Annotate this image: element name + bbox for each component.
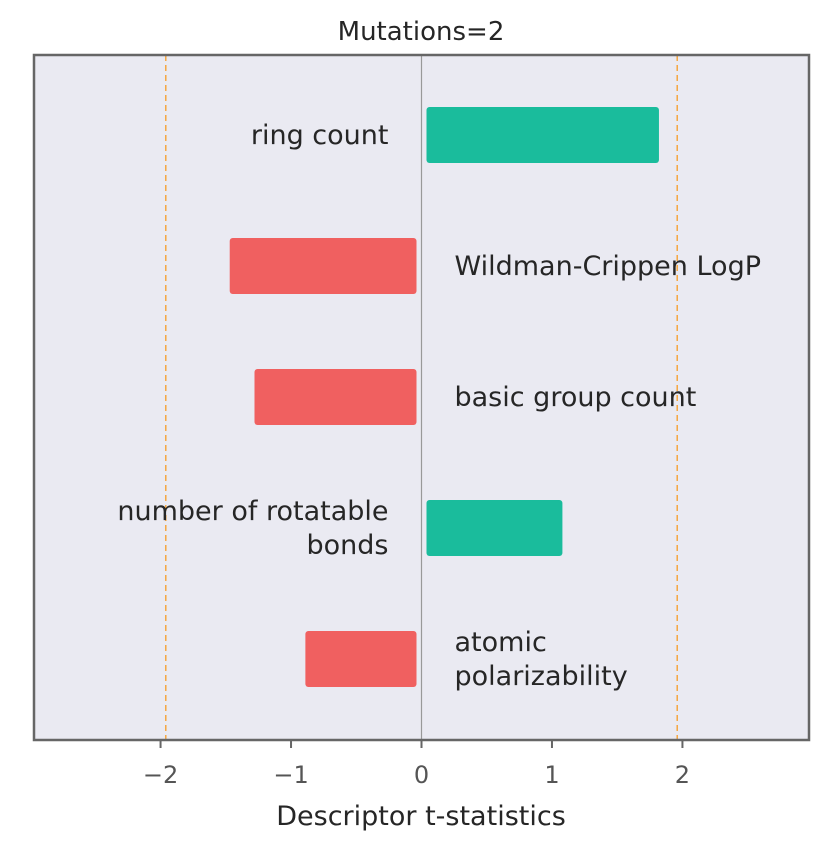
bar-label-1: Wildman-Crippen LogP — [455, 251, 762, 282]
bar-label-line: number of rotatable — [117, 496, 388, 527]
x-tick-label-3: 1 — [544, 761, 559, 789]
x-tick-label-1: −1 — [273, 761, 308, 789]
bar-label-line: ring count — [251, 120, 389, 151]
x-axis-ticks: −2 −1 0 1 2 — [143, 740, 690, 789]
x-tick-label-4: 2 — [675, 761, 690, 789]
bar-label-line: bonds — [307, 530, 389, 561]
bar-2 — [254, 369, 417, 425]
bar-0 — [426, 107, 659, 163]
bar-label-3: number of rotatable bonds — [117, 496, 388, 561]
bar-4 — [305, 631, 417, 687]
bar-label-0: ring count — [251, 120, 389, 151]
bars — [229, 107, 659, 687]
bar-label-4: atomic polarizability — [455, 627, 628, 692]
x-tick-label-2: 0 — [414, 761, 429, 789]
bar-label-line: polarizability — [455, 661, 628, 692]
chart-title: Mutations=2 — [338, 17, 505, 47]
bar-label-line: atomic — [455, 627, 547, 658]
bar-3 — [426, 500, 563, 556]
bar-labels: ring count Wildman-Crippen LogP basic grou… — [117, 120, 761, 692]
x-axis-label: Descriptor t-statistics — [276, 801, 566, 832]
bar-1 — [229, 238, 417, 294]
x-tick-label-0: −2 — [143, 761, 178, 789]
bar-label-line: basic group count — [455, 382, 697, 413]
reference-lines — [165, 55, 678, 740]
bar-label-line: Wildman-Crippen LogP — [455, 251, 762, 282]
bar-label-2: basic group count — [455, 382, 697, 413]
